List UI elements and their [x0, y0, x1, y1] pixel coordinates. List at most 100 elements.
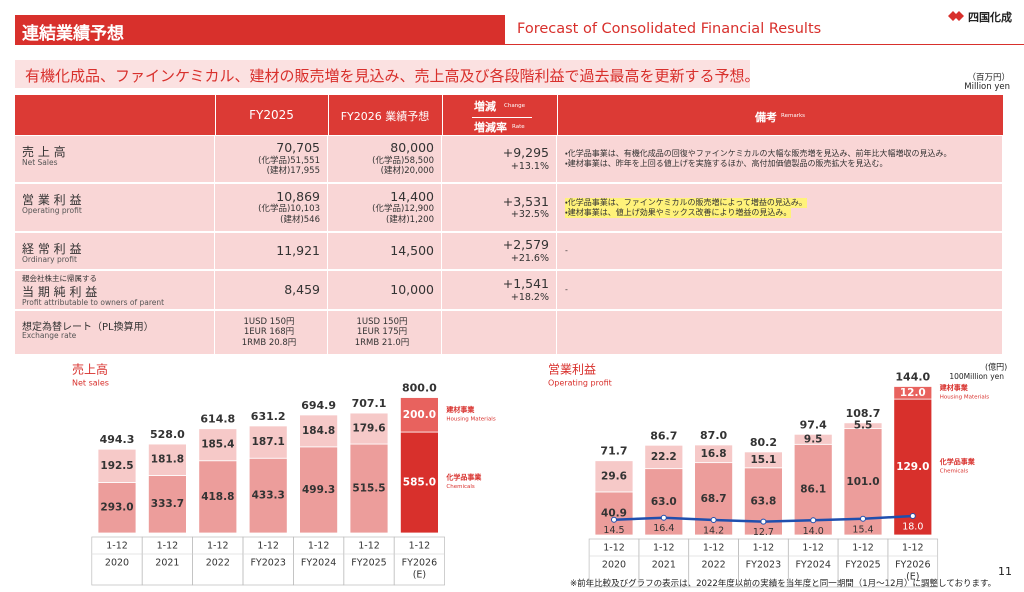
cell-text: 14,500 [390, 242, 434, 258]
legend-name: 化学品事業 [939, 457, 976, 466]
segment-label: 184.8 [302, 425, 335, 437]
cell-text: - [565, 246, 568, 255]
legend-name-en: Housing Materials [940, 394, 989, 400]
cell-text: 70,705 [276, 140, 320, 156]
cell-text: (化学品)10,103 [258, 204, 320, 215]
header-cell: Rate [512, 124, 525, 130]
segment-label: 181.8 [151, 454, 184, 466]
chart-title: 営業利益 [548, 363, 596, 377]
table-cell-bg [215, 136, 327, 182]
table-cell-bg [557, 311, 1002, 354]
logo: 四国化成 [968, 11, 1012, 24]
cell-text: ・化学品事業は、有機化成品の回復やファインケミカルの大幅な販売増を見込み、前年比… [565, 149, 952, 158]
cell-text: +32.5% [510, 209, 549, 220]
line-label: 14.2 [703, 526, 724, 537]
bar-segment [248, 425, 288, 459]
cell-text: 1RMB 21.0円 [354, 337, 410, 348]
segment-label: 200.0 [403, 409, 436, 421]
row-label-en: Exchange rate [22, 331, 77, 340]
bar-segment [349, 412, 389, 445]
segment-label: 185.4 [201, 439, 234, 451]
total-label: 800.0 [402, 382, 437, 395]
bar-segment [843, 422, 883, 430]
table-cell-bg [328, 136, 441, 182]
table-header-bg [15, 95, 1003, 135]
header-cell: Change [504, 103, 526, 109]
cell-text: 8,459 [284, 281, 320, 297]
table-cell-bg [15, 184, 214, 231]
chart-unit-en: 100Million yen [949, 372, 1004, 381]
unit-en: Million yen [964, 82, 1010, 92]
cell-text: +2,579 [502, 237, 549, 252]
category-label: FY2026 [895, 560, 930, 571]
header-cell: FY2026 業績予想 [340, 110, 430, 123]
total-label: 80.2 [750, 436, 777, 449]
bar-segment [349, 443, 389, 534]
category-label: 2021 [155, 558, 179, 569]
header-divider [328, 95, 329, 135]
cell-text: (建材)546 [280, 214, 320, 225]
total-label: 71.7 [600, 445, 627, 458]
cell-text: 10,000 [390, 281, 434, 297]
segment-label: 418.8 [201, 491, 234, 503]
bar-segment [399, 431, 439, 534]
category-period: 1-12 [703, 543, 725, 554]
cell-text: 14,400 [390, 188, 434, 204]
category-label: FY2025 [351, 558, 386, 569]
table-cell-bg [215, 184, 327, 231]
line-label: 16.4 [653, 523, 674, 534]
cell-text: (建材)20,000 [380, 166, 434, 177]
line-label: 14.0 [803, 526, 824, 537]
category-label: 2020 [105, 558, 129, 569]
row-label-en: Operating profit [22, 206, 82, 215]
segment-label: 5.5 [854, 420, 873, 432]
bar-segment [644, 468, 684, 536]
cell-text: 1RMB 20.8円 [241, 337, 297, 348]
legend-name: 化学品事業 [445, 473, 482, 482]
bar-segment [644, 444, 684, 470]
bar-segment [198, 428, 238, 462]
total-label: 694.9 [301, 399, 336, 412]
segment-label: 585.0 [403, 477, 436, 489]
category-period: 1-12 [902, 543, 924, 554]
logo-icon [948, 11, 964, 21]
segment-label: 192.5 [100, 460, 133, 472]
header-cell: Remarks [781, 113, 805, 119]
category-cell [887, 538, 939, 588]
bar-segment [97, 448, 137, 483]
category-period: 1-12 [157, 541, 179, 552]
cell-text: ・建材事業は、昨年を上回る値上げを実施するほか、高付加価値製品の販売拡大を見込む… [565, 159, 888, 168]
segment-label: 63.8 [750, 495, 776, 507]
segment-label: 499.3 [302, 484, 335, 496]
category-label: 2020 [602, 560, 626, 571]
cell-text: 11,921 [276, 242, 320, 258]
category-period: 1-12 [802, 543, 824, 554]
chart-title: 売上高 [72, 362, 108, 377]
segment-label: 433.3 [252, 490, 285, 502]
header-divider [442, 95, 443, 135]
table-cell-bg [15, 311, 214, 354]
bar-segment [594, 491, 634, 536]
category-label: FY2023 [746, 560, 781, 571]
bar-segment [793, 433, 833, 445]
segment-label: 29.6 [601, 470, 627, 482]
table-cell-bg [215, 271, 327, 309]
unit: （百万円） [967, 73, 1010, 83]
cell-text: +21.6% [510, 252, 549, 264]
category-period: 1-12 [257, 541, 279, 552]
total-label: 97.4 [800, 418, 827, 431]
segment-label: 9.5 [804, 433, 823, 445]
row-label: 売 上 高 [22, 145, 66, 159]
cell-text: (化学品)12,900 [372, 204, 434, 215]
bar-segment [147, 475, 187, 534]
row-label: 経 常 利 益 [22, 242, 82, 256]
cell-text: +1,541 [502, 276, 549, 291]
table-cell-bg [442, 271, 556, 309]
title-en: Forecast of Consolidated Financial Resul… [517, 21, 822, 37]
table-cell-bg [15, 271, 214, 309]
bar-segment [299, 446, 339, 534]
total-label: 528.0 [150, 428, 185, 441]
cell-text: 1EUR 175円 [356, 327, 408, 338]
category-label: FY2024 [795, 560, 830, 571]
